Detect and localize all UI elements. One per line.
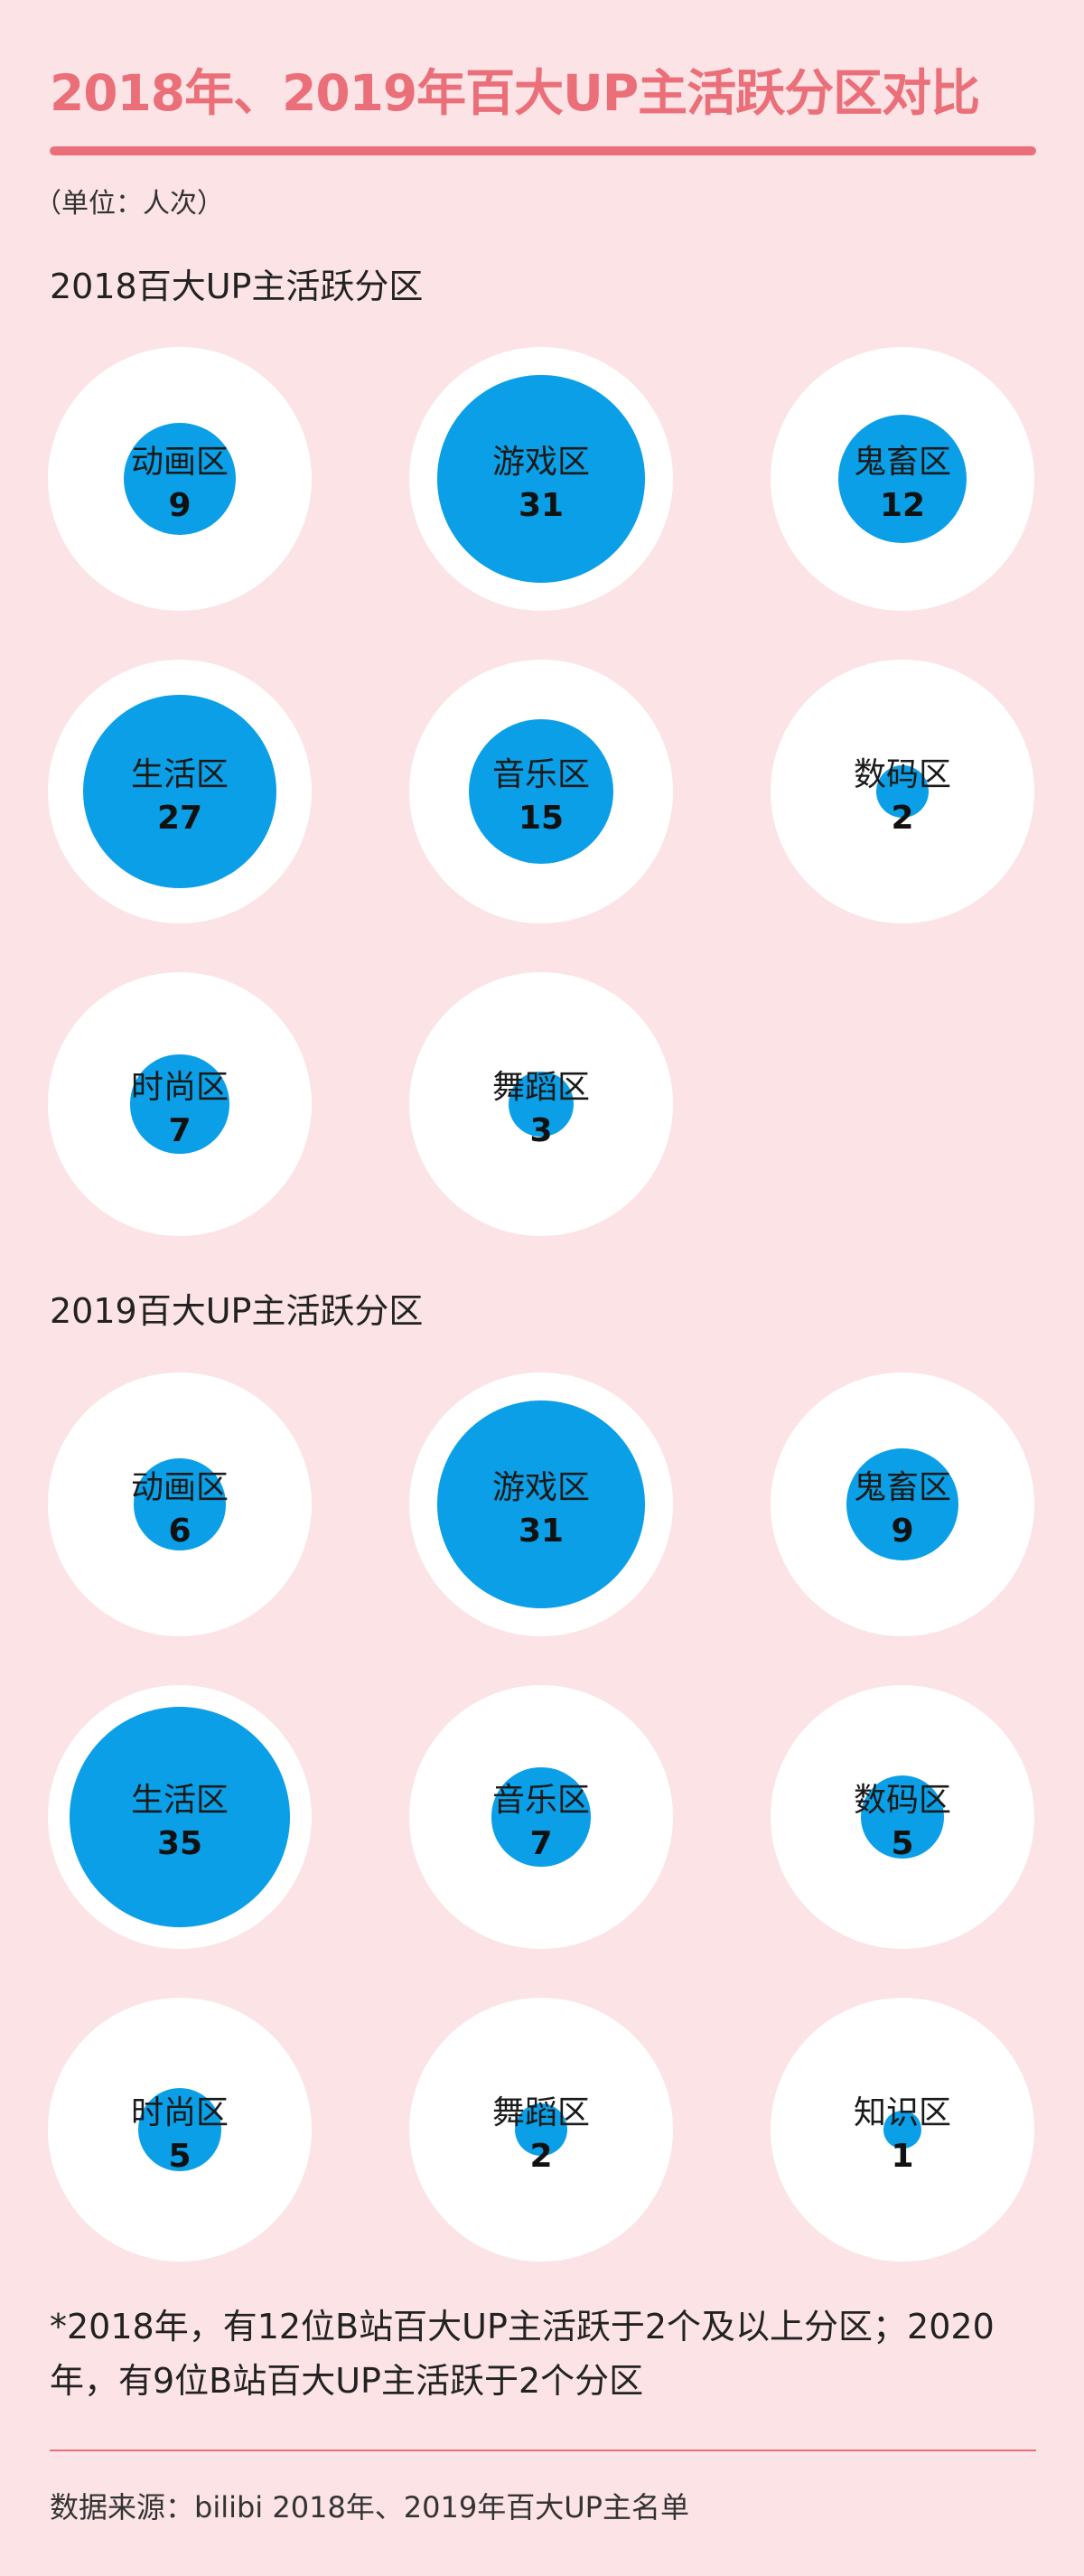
bubble-2018-7 [130,1054,229,1154]
value-label: 15 [518,800,565,837]
value-label: 7 [168,1112,192,1149]
value-label: 3 [529,1112,553,1149]
bubble-2018-2 [437,375,645,583]
cell-2019-7: 时尚区 5 [48,1998,312,2262]
category-label: 鬼畜区 [853,1469,951,1506]
section-title-2018: 2018百大UP主活跃分区 [50,267,424,306]
category-label: 生活区 [130,756,229,793]
category-label: 时尚区 [130,2094,229,2131]
value-label: 9 [168,487,192,524]
cell-2019-5: 音乐区 7 [409,1685,673,1949]
category-label: 音乐区 [491,756,590,793]
category-label: 时尚区 [130,1069,229,1106]
category-label: 动画区 [130,444,229,481]
value-label: 6 [168,1513,192,1550]
cell-2018-7: 时尚区 7 [48,972,312,1236]
cell-2019-8: 舞蹈区 2 [409,1998,673,2262]
cell-2018-1: 动画区 9 [48,347,312,611]
bubble-2019-8 [514,2103,568,2157]
cell-2019-3: 鬼畜区 9 [771,1372,1034,1636]
category-label: 游戏区 [491,444,590,481]
value-label: 9 [891,1513,914,1550]
value-label: 12 [879,487,926,524]
category-label: 知识区 [853,2094,951,2131]
cell-2018-3: 鬼畜区 12 [771,347,1034,611]
bubble-2019-4 [70,1707,290,1927]
category-label: 舞蹈区 [491,1069,590,1106]
value-label: 5 [891,1825,914,1862]
bubble-2019-1 [134,1458,226,1550]
category-label: 游戏区 [491,1469,590,1506]
footer-divider [50,2450,1036,2451]
cell-2018-6: 数码区 2 [771,660,1034,923]
cell-2018-5: 音乐区 15 [409,660,673,923]
cell-2019-4: 生活区 35 [48,1685,312,1949]
category-label: 动画区 [130,1469,229,1506]
value-label: 35 [156,1825,203,1862]
cell-2019-1: 动画区 6 [48,1372,312,1636]
cell-2019-2: 游戏区 31 [409,1372,673,1636]
value-label: 31 [518,487,565,524]
category-label: 舞蹈区 [491,2094,590,2131]
cell-2018-2: 游戏区 31 [409,347,673,611]
value-label: 2 [891,800,914,837]
data-source: 数据来源：bilibi 2018年、2019年百大UP主名单 [50,2490,689,2524]
bubble-2019-2 [437,1400,645,1608]
bubble-2019-9 [883,2111,921,2149]
value-label: 5 [168,2138,192,2175]
value-label: 31 [518,1513,565,1550]
category-label: 音乐区 [491,1782,590,1819]
bubble-2018-3 [837,414,967,544]
unit-label: （单位：人次） [34,188,224,220]
value-label: 2 [529,2138,553,2175]
bubble-2018-5 [469,719,613,864]
category-label: 鬼畜区 [853,444,951,481]
category-label: 数码区 [853,1782,951,1819]
bubble-2019-5 [491,1767,591,1867]
value-label: 27 [156,800,203,837]
cell-2019-9: 知识区 1 [771,1998,1034,2262]
bubble-2019-6 [860,1775,945,1859]
cell-2018-4: 生活区 27 [48,660,312,923]
bubble-2018-4 [82,694,277,889]
cell-2019-6: 数码区 5 [771,1685,1034,1949]
title-divider [50,146,1036,155]
page-title: 2018年、2019年百大UP主活跃分区对比 [50,64,980,122]
bubble-2019-3 [846,1448,958,1560]
category-label: 生活区 [130,1782,229,1819]
section-title-2019: 2019百大UP主活跃分区 [50,1291,424,1331]
value-label: 1 [891,2138,914,2175]
cell-2018-8: 舞蹈区 3 [409,972,673,1236]
value-label: 7 [529,1825,553,1862]
bubble-2019-7 [137,2087,222,2172]
bubble-2018-1 [124,423,236,535]
bubble-2018-8 [509,1072,574,1137]
footnote: *2018年，有12位B站百大UP主活跃于2个及以上分区；2020年，有9位B站… [50,2307,995,2401]
category-label: 数码区 [853,756,951,793]
bubble-2018-6 [875,764,930,819]
